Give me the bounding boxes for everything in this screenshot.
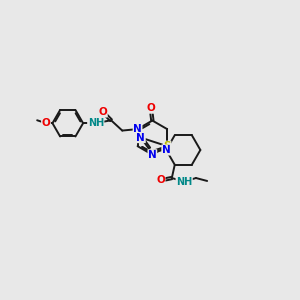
Text: O: O (156, 176, 165, 185)
Text: S: S (164, 141, 171, 151)
Text: O: O (98, 107, 107, 117)
Text: N: N (148, 150, 157, 160)
Text: NH: NH (88, 118, 104, 128)
Text: N: N (162, 145, 171, 155)
Text: O: O (146, 103, 155, 113)
Text: N: N (133, 124, 142, 134)
Text: O: O (42, 118, 50, 128)
Text: N: N (136, 133, 145, 142)
Text: NH: NH (176, 177, 192, 187)
